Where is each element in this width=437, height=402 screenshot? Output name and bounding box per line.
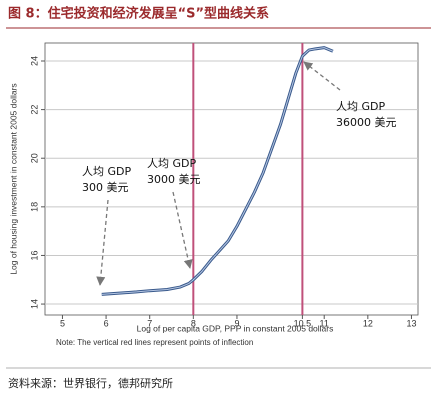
y-tick-label: 20 [29, 153, 39, 163]
arrow [303, 61, 341, 91]
x-tick-label: 7 [147, 318, 152, 328]
x-tick-label: 5 [60, 318, 65, 328]
arrow [96, 199, 109, 286]
annotation: 人均 GDP [82, 165, 131, 178]
x-tick-label: 11 [320, 318, 329, 328]
y-tick-label: 14 [29, 299, 39, 309]
y-tick-label: 24 [29, 56, 39, 66]
annotation: 36000 美元 [336, 116, 397, 129]
annotation: 300 美元 [82, 181, 129, 194]
y-tick-label: 22 [29, 105, 39, 115]
annotation: 人均 GDP [336, 100, 385, 113]
x-tick-label: 12 [363, 318, 373, 328]
y-tick-label: 16 [29, 250, 39, 260]
x-tick-label: 8 [191, 318, 196, 328]
x-axis-label: Log of per capita GDP, PPP in constant 2… [137, 323, 334, 333]
series-line-highlight [101, 47, 334, 295]
x-tick-label: 9 [234, 318, 239, 328]
chart-title: 图 8：住宅投资和经济发展呈“S”型曲线关系 [8, 6, 269, 22]
note: Note: The vertical red lines represent p… [56, 338, 253, 347]
plot-frame [44, 42, 419, 316]
x-tick-label: 13 [406, 318, 416, 328]
x-tick-label: 6 [104, 318, 109, 328]
x-tick-label: 10.5 [294, 318, 312, 328]
annotation: 人均 GDP [147, 157, 196, 170]
arrow [172, 191, 193, 269]
annotation: 3000 美元 [147, 173, 201, 186]
y-tick-label: 18 [29, 202, 39, 212]
y-axis-label: Log of housing investment in constant 20… [8, 83, 18, 274]
source: 资料来源：世界银行，德邦研究所 [8, 376, 173, 390]
